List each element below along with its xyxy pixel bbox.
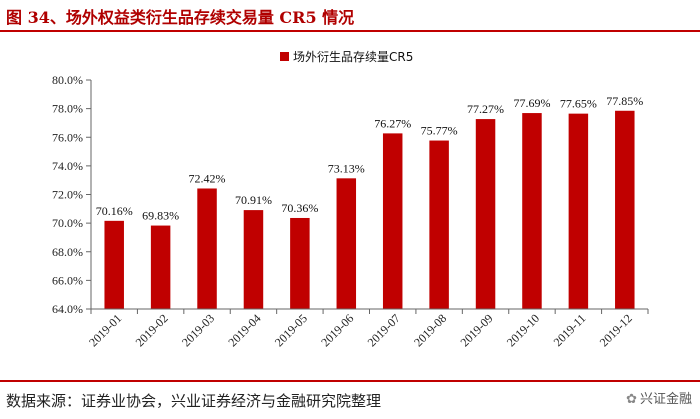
y-tick-label: 76.0% [52, 130, 83, 144]
legend-label: 场外衍生品存续量CR5 [293, 50, 413, 64]
x-tick-label: 2019-05 [272, 311, 310, 349]
bar [197, 188, 217, 309]
x-tick-label: 2019-06 [318, 311, 356, 349]
x-tick-label: 2019-10 [504, 311, 542, 349]
data-label: 77.85% [606, 94, 643, 108]
data-label: 70.36% [281, 201, 318, 215]
y-axis: 64.0% 66.0% 68.0% 70.0% 72.0% 74.0% 76.0% 78.0%… [52, 73, 92, 316]
data-label: 73.13% [328, 161, 365, 175]
x-axis: 2019-01 2019-02 2019-03 2019-04 2019-05 2019-… [86, 308, 649, 349]
data-label: 70.91% [235, 193, 272, 207]
y-tick-label: 80.0% [52, 73, 83, 87]
watermark-text: 兴证金融 [639, 392, 692, 407]
figure-title: 图 34、场外权益类衍生品存续交易量 CR5 情况 [6, 8, 355, 27]
x-tick-label: 2019-08 [411, 311, 449, 349]
data-label: 72.42% [189, 171, 226, 185]
bars: 70.16% 69.83% 72.42% 70.91% 70.36% 73.13% 76.2… [96, 94, 643, 310]
x-tick-label: 2019-03 [179, 311, 217, 349]
bar [522, 113, 542, 309]
data-label: 77.65% [560, 97, 597, 111]
bar [290, 217, 310, 309]
bar [243, 210, 264, 309]
x-tick-label: 2019-04 [225, 311, 263, 349]
figure-title-bar: 图 34、场外权益类衍生品存续交易量 CR5 情况 [0, 0, 700, 32]
legend-swatch [280, 52, 289, 61]
source-note: 数据来源：证券业协会，兴业证券经济与金融研究院整理 [6, 392, 382, 410]
bar-chart: 场外衍生品存续量CR5 64.0% 66.0% 68.0% 70.0% 72.0% 74.… [52, 50, 649, 349]
data-label: 70.16% [96, 204, 133, 218]
footer: 数据来源：证券业协会，兴业证券经济与金融研究院整理 ✿ 兴证金融 [0, 380, 700, 419]
bar [429, 140, 449, 309]
y-tick-label: 70.0% [52, 216, 83, 230]
y-tick-label: 66.0% [52, 273, 83, 287]
wechat-icon: ✿ [626, 392, 637, 407]
watermark: ✿ 兴证金融 [626, 388, 692, 407]
bar [568, 113, 589, 310]
y-tick-label: 68.0% [52, 245, 83, 259]
x-tick-label: 2019-09 [457, 311, 495, 349]
data-label: 77.27% [467, 102, 504, 116]
x-tick-label: 2019-01 [86, 311, 124, 349]
y-tick-label: 74.0% [52, 159, 83, 173]
bar [475, 119, 496, 310]
y-tick-label: 64.0% [52, 302, 83, 316]
x-tick-label: 2019-11 [551, 311, 589, 349]
bar [150, 225, 171, 309]
data-label: 69.83% [142, 209, 179, 223]
y-tick-label: 72.0% [52, 188, 83, 202]
x-tick-label: 2019-07 [365, 311, 403, 349]
data-label: 76.27% [374, 116, 411, 130]
x-tick-label: 2019-02 [133, 311, 171, 349]
bar [336, 178, 357, 309]
data-label: 77.69% [513, 96, 550, 110]
chart-legend: 场外衍生品存续量CR5 [280, 50, 413, 64]
bar [615, 110, 635, 309]
y-tick-label: 78.0% [52, 102, 83, 116]
x-tick-label: 2019-12 [597, 311, 635, 349]
data-label: 75.77% [421, 124, 458, 138]
bar [382, 133, 403, 309]
bar [104, 220, 124, 309]
